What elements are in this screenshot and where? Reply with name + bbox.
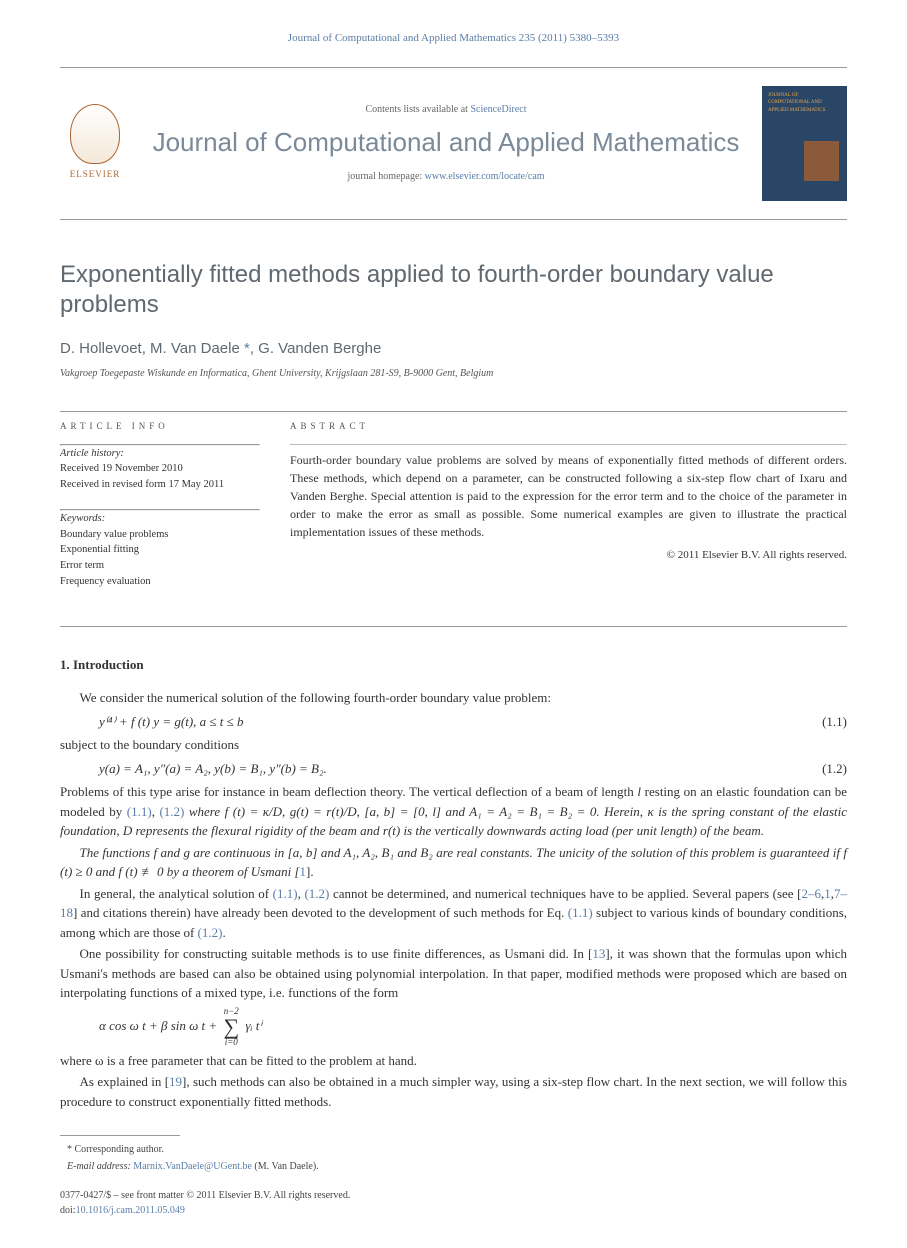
section-1-header: 1. Introduction xyxy=(60,655,847,675)
paragraph: As explained in [19], such methods can a… xyxy=(60,1072,847,1111)
author-2: M. Van Daele xyxy=(150,340,240,357)
journal-cover-thumbnail[interactable]: JOURNAL OF COMPUTATIONAL AND APPLIED MAT… xyxy=(762,86,847,201)
elsevier-logo[interactable]: ELSEVIER xyxy=(60,101,130,186)
elsevier-logo-text: ELSEVIER xyxy=(70,168,121,182)
keyword-2: Exponential fitting xyxy=(60,542,260,558)
masthead-center: Contents lists available at ScienceDirec… xyxy=(130,102,762,183)
corresponding-author-link[interactable]: * xyxy=(240,340,250,357)
abstract-copyright: © 2011 Elsevier B.V. All rights reserved… xyxy=(290,547,847,564)
text-run: ] and citations therein) have already be… xyxy=(73,905,568,920)
eq-ref-link[interactable]: (1.1) xyxy=(273,886,298,901)
citation-volpages: 235 (2011) 5380–5393 xyxy=(516,32,619,44)
article-info-column: article info Article history: Received 1… xyxy=(60,420,260,606)
article-title: Exponentially fitted methods applied to … xyxy=(60,260,847,320)
text-run: . xyxy=(222,925,225,940)
eq-suffix: γᵢ tⁱ xyxy=(242,1017,262,1032)
author-3: G. Vanden Berghe xyxy=(258,340,381,357)
paragraph: subject to the boundary conditions xyxy=(60,735,847,755)
author-sep: , xyxy=(250,340,258,357)
homepage-prefix: journal homepage: xyxy=(347,171,424,182)
cover-title-text: JOURNAL OF COMPUTATIONAL AND APPLIED MAT… xyxy=(768,92,841,115)
citation-link[interactable]: 19 xyxy=(169,1074,182,1089)
issn-copyright: 0377-0427/$ – see front matter © 2011 El… xyxy=(60,1188,847,1203)
email-footnote: E-mail address: Marnix.VanDaele@UGent.be… xyxy=(60,1159,847,1174)
text-run: One possibility for constructing suitabl… xyxy=(80,946,593,961)
paragraph: In general, the analytical solution of (… xyxy=(60,884,847,943)
text-run: In general, the analytical solution of xyxy=(80,886,273,901)
text-run: ]. xyxy=(306,864,314,879)
eq-prefix: α cos ω t + β sin ω t + xyxy=(99,1017,220,1032)
abstract-header: abstract xyxy=(290,420,847,434)
keywords-block: Keywords: Boundary value problems Expone… xyxy=(60,511,260,590)
equation-content: y(a) = A₁, y″(a) = A₂, y(b) = B₁, y″(b) … xyxy=(60,759,787,779)
sigma-glyph: ∑ xyxy=(223,1016,239,1038)
text-run: cannot be determined, and numerical tech… xyxy=(329,886,801,901)
received-date: Received 19 November 2010 xyxy=(60,461,260,477)
doi-prefix: doi: xyxy=(60,1205,76,1216)
bottom-block: 0377-0427/$ – see front matter © 2011 El… xyxy=(60,1188,847,1218)
doi-line: doi:10.1016/j.cam.2011.05.049 xyxy=(60,1203,847,1218)
footnote-separator xyxy=(60,1135,180,1136)
doi-link[interactable]: 10.1016/j.cam.2011.05.049 xyxy=(76,1205,185,1216)
equation-number: (1.2) xyxy=(787,759,847,779)
email-link[interactable]: Marnix.VanDaele@UGent.be xyxy=(133,1161,252,1172)
affiliation: Vakgroep Toegepaste Wiskunde en Informat… xyxy=(60,366,847,381)
email-label: E-mail address: xyxy=(67,1161,133,1172)
eq-ref-link[interactable]: (1.1) xyxy=(568,905,593,920)
eq-ref-link[interactable]: (1.2) xyxy=(198,925,223,940)
author-list: D. Hollevoet, M. Van Daele *, G. Vanden … xyxy=(60,338,847,361)
author-1: D. Hollevoet xyxy=(60,340,142,357)
citation-header: Journal of Computational and Applied Mat… xyxy=(60,30,847,47)
info-abstract-row: article info Article history: Received 1… xyxy=(60,411,847,627)
paragraph: We consider the numerical solution of th… xyxy=(60,688,847,708)
divider xyxy=(290,444,847,445)
equation-1-1: y⁽⁴⁾ + f (t) y = g(t), a ≤ t ≤ b (1.1) xyxy=(60,712,847,732)
article-info-header: article info xyxy=(60,420,260,434)
paragraph: Problems of this type arise for instance… xyxy=(60,782,847,841)
eq-ref-link[interactable]: (1.2) xyxy=(304,886,329,901)
paragraph: The functions f and g are continuous in … xyxy=(60,843,847,882)
cover-graphic-icon xyxy=(804,141,839,181)
history-label: Article history: xyxy=(60,446,260,462)
text-run: The functions f and g are continuous in … xyxy=(60,845,847,880)
summation-icon: n−2∑i=0 xyxy=(223,1007,239,1047)
citation-link[interactable]: 13 xyxy=(592,946,605,961)
keywords-label: Keywords: xyxy=(60,511,260,527)
journal-name: Journal of Computational and Applied Mat… xyxy=(140,127,752,158)
abstract-column: abstract Fourth-order boundary value pro… xyxy=(290,420,847,606)
contents-prefix: Contents lists available at xyxy=(365,104,470,115)
paragraph: where ω is a free parameter that can be … xyxy=(60,1051,847,1071)
equation-content: y⁽⁴⁾ + f (t) y = g(t), a ≤ t ≤ b xyxy=(60,712,787,732)
abstract-text: Fourth-order boundary value problems are… xyxy=(290,451,847,541)
keyword-4: Frequency evaluation xyxy=(60,574,260,590)
equation-content: α cos ω t + β sin ω t + n−2∑i=0 γᵢ tⁱ xyxy=(60,1007,847,1047)
elsevier-tree-icon xyxy=(70,104,120,164)
equation-display: α cos ω t + β sin ω t + n−2∑i=0 γᵢ tⁱ xyxy=(60,1007,847,1047)
keyword-3: Error term xyxy=(60,558,260,574)
text-run: Problems of this type arise for instance… xyxy=(60,784,637,799)
homepage-link[interactable]: www.elsevier.com/locate/cam xyxy=(425,171,545,182)
sciencedirect-link[interactable]: ScienceDirect xyxy=(470,104,526,115)
revised-date: Received in revised form 17 May 2011 xyxy=(60,477,260,493)
paragraph: One possibility for constructing suitabl… xyxy=(60,944,847,1003)
equation-number: (1.1) xyxy=(787,712,847,732)
author-sep: , xyxy=(142,340,150,357)
equation-1-2: y(a) = A₁, y″(a) = A₂, y(b) = B₁, y″(b) … xyxy=(60,759,847,779)
journal-masthead: ELSEVIER Contents lists available at Sci… xyxy=(60,67,847,220)
eq-ref-link[interactable]: (1.2) xyxy=(159,804,184,819)
article-history-block: Article history: Received 19 November 20… xyxy=(60,446,260,493)
sum-lower: i=0 xyxy=(225,1038,238,1047)
text-run: As explained in [ xyxy=(80,1074,170,1089)
eq-ref-link[interactable]: (1.1) xyxy=(127,804,152,819)
homepage-line: journal homepage: www.elsevier.com/locat… xyxy=(140,169,752,184)
corresponding-author-footnote: * Corresponding author. xyxy=(60,1142,847,1157)
footnote-text: Corresponding author. xyxy=(72,1144,164,1155)
citation-link[interactable]: 2–6 xyxy=(802,886,822,901)
keyword-1: Boundary value problems xyxy=(60,527,260,543)
citation-journal-link[interactable]: Journal of Computational and Applied Mat… xyxy=(288,32,516,44)
contents-available-line: Contents lists available at ScienceDirec… xyxy=(140,102,752,117)
email-suffix: (M. Van Daele). xyxy=(252,1161,319,1172)
